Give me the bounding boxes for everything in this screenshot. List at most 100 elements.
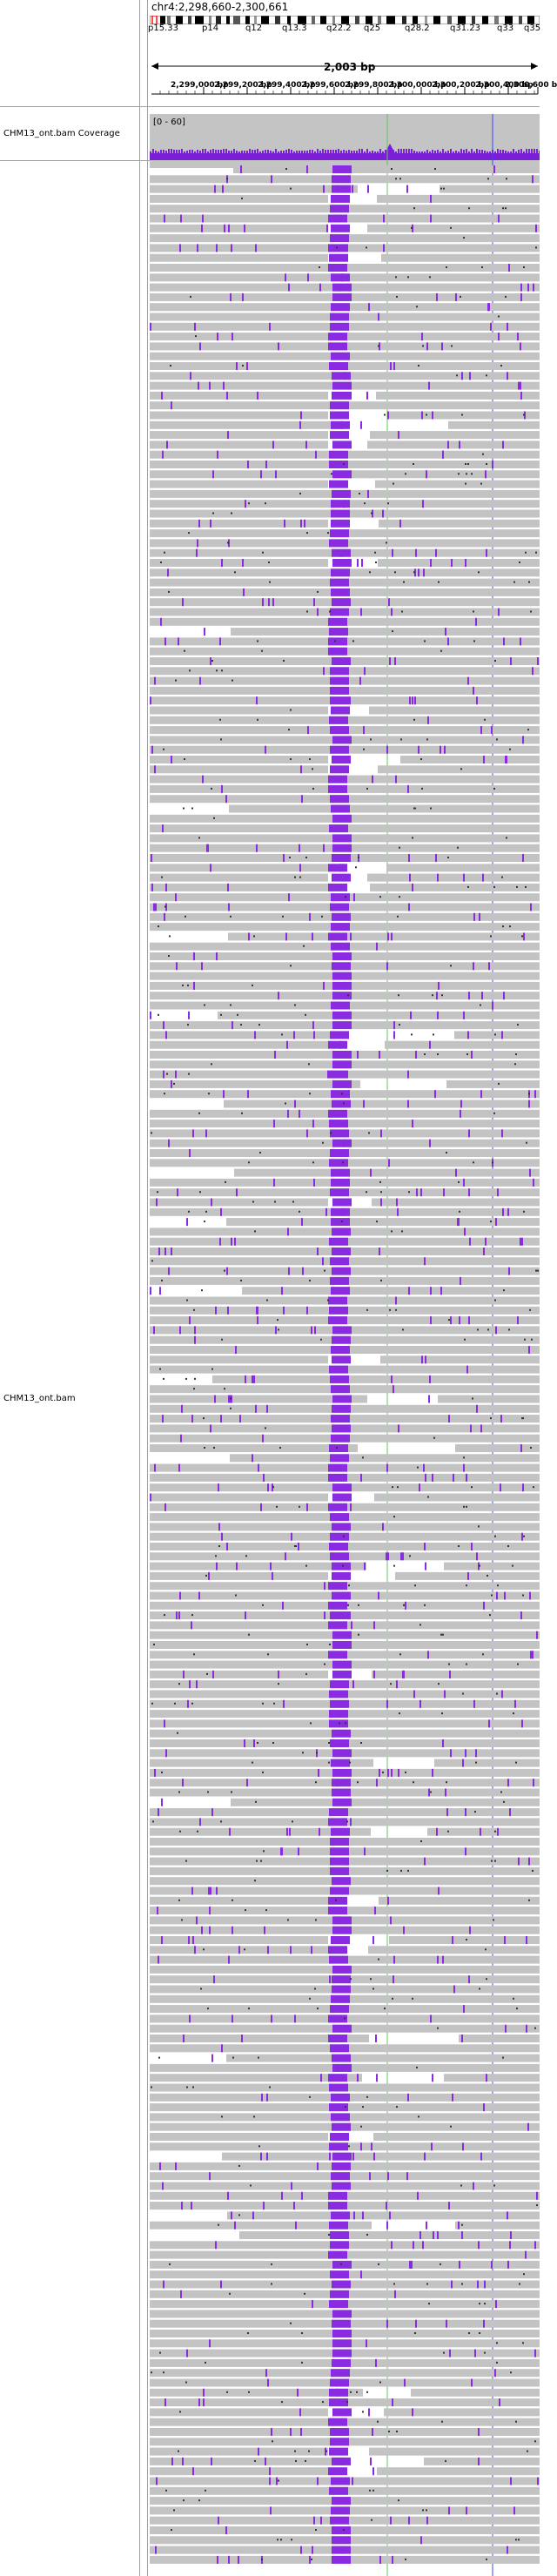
mismatch-dot: [290, 758, 292, 760]
insertion-marker: [299, 1109, 300, 1118]
mismatch-dot: [494, 1535, 496, 1537]
mismatch-dot: [166, 1073, 168, 1075]
coverage-track-name[interactable]: CHM13_ont.bam Coverage: [3, 129, 120, 138]
insertion-marker: [399, 519, 401, 528]
coverage-spike: [426, 150, 428, 153]
insertion-marker: [218, 1523, 220, 1531]
mismatch-dot: [471, 1486, 473, 1489]
insertion-marker: [517, 333, 519, 341]
insertion-marker: [418, 745, 419, 754]
mismatch-dot: [509, 748, 511, 750]
coverage-spike: [265, 150, 266, 153]
insertion-marker: [191, 1415, 193, 1423]
insertion-marker: [476, 696, 478, 705]
chromosome-ideogram[interactable]: [150, 16, 540, 24]
insertion-marker: [153, 1326, 155, 1335]
insertion-marker: [497, 1188, 499, 1197]
read: [378, 559, 540, 567]
mismatch-dot: [356, 2391, 358, 2393]
insertion-marker: [246, 1779, 248, 1787]
insertion-marker: [435, 854, 437, 862]
mismatch-dot: [443, 2351, 445, 2354]
insertion-marker: [466, 1473, 467, 1482]
mismatch-dot: [343, 2529, 345, 2531]
insertion-marker: [208, 1887, 210, 1895]
coverage-spike: [285, 150, 287, 153]
insertion-block: [332, 972, 352, 980]
insertion-marker: [537, 657, 539, 665]
mismatch-dot: [429, 276, 431, 279]
mismatch-dot: [213, 817, 215, 819]
mismatch-dot: [535, 246, 537, 249]
insertion-marker: [158, 1955, 159, 1964]
mismatch-dot: [317, 2008, 319, 2010]
read: [375, 480, 540, 488]
insertion-marker: [192, 1129, 194, 1138]
mismatch-dot: [536, 2204, 538, 2207]
ideogram-bands: [160, 16, 534, 24]
insertion-block: [329, 2221, 348, 2230]
insertion-marker: [163, 1070, 164, 1079]
insertion-marker: [402, 1552, 404, 1561]
alignment-track-name[interactable]: CHM13_ont.bam: [3, 1394, 76, 1403]
reads-layer[interactable]: [150, 0, 540, 2576]
coverage-spike: [246, 151, 248, 153]
mismatch-dot: [197, 1830, 198, 1833]
insertion-marker: [299, 864, 301, 872]
insertion-marker: [437, 873, 439, 882]
insertion-marker: [376, 1779, 378, 1787]
insertion-block: [329, 1159, 348, 1167]
mismatch-dot: [255, 1800, 257, 1803]
mismatch-dot: [414, 2332, 416, 2334]
read: [448, 420, 540, 429]
insertion-marker: [432, 411, 433, 420]
insertion-marker: [417, 2191, 419, 2200]
mismatch-dot: [500, 1791, 502, 1793]
ideogram-band: [226, 16, 230, 24]
insertion-marker: [286, 1040, 288, 1049]
insertion-marker: [424, 1857, 426, 1866]
insertion-marker: [306, 1129, 308, 1138]
coverage-spike: [377, 151, 379, 153]
insertion-block: [330, 2290, 349, 2298]
read: [367, 873, 540, 882]
insertion-marker: [210, 864, 211, 872]
insertion-marker: [162, 1415, 164, 1423]
mismatch-dot: [324, 1269, 325, 1272]
insertion-marker: [522, 736, 524, 744]
insertion-marker: [287, 1109, 289, 1118]
insertion-marker: [372, 2467, 374, 2476]
mismatch-dot: [375, 562, 377, 563]
mismatch-dot: [161, 876, 163, 878]
mismatch-dot: [340, 2263, 342, 2265]
insertion-marker: [196, 548, 198, 557]
insertion-marker: [248, 932, 250, 941]
insertion-marker: [151, 854, 152, 862]
insertion-marker: [191, 1887, 193, 1895]
insertion-marker: [189, 1316, 191, 1325]
insertion-marker: [253, 1739, 255, 1747]
read: [150, 431, 328, 440]
ideogram-band: [254, 16, 257, 24]
insertion-marker: [222, 185, 224, 193]
insertion-marker: [448, 2506, 450, 2515]
insertion-block: [330, 765, 349, 774]
mismatch-dot: [486, 2558, 487, 2560]
insertion-marker: [197, 244, 198, 252]
insertion-marker: [179, 1591, 181, 1600]
mismatch-dot: [392, 1997, 393, 2000]
insertion-marker: [500, 1483, 501, 1492]
mismatch-dot: [407, 276, 409, 279]
mismatch-dot: [424, 1053, 426, 1055]
insertion-marker: [263, 2202, 265, 2210]
coverage-spike: [231, 151, 232, 153]
mismatch-dot: [399, 896, 400, 898]
insertion-marker: [442, 450, 444, 459]
mismatch-dot: [153, 1644, 155, 1645]
track-area[interactable]: chr4:2,298,660-2,300,661 p15.33 p14 q12 q13…: [148, 0, 557, 2576]
insertion-marker: [486, 548, 487, 557]
coverage-spike: [244, 151, 245, 153]
coverage-spike: [184, 151, 185, 153]
insertion-marker: [198, 1591, 200, 1600]
ruler[interactable]: [150, 49, 540, 101]
